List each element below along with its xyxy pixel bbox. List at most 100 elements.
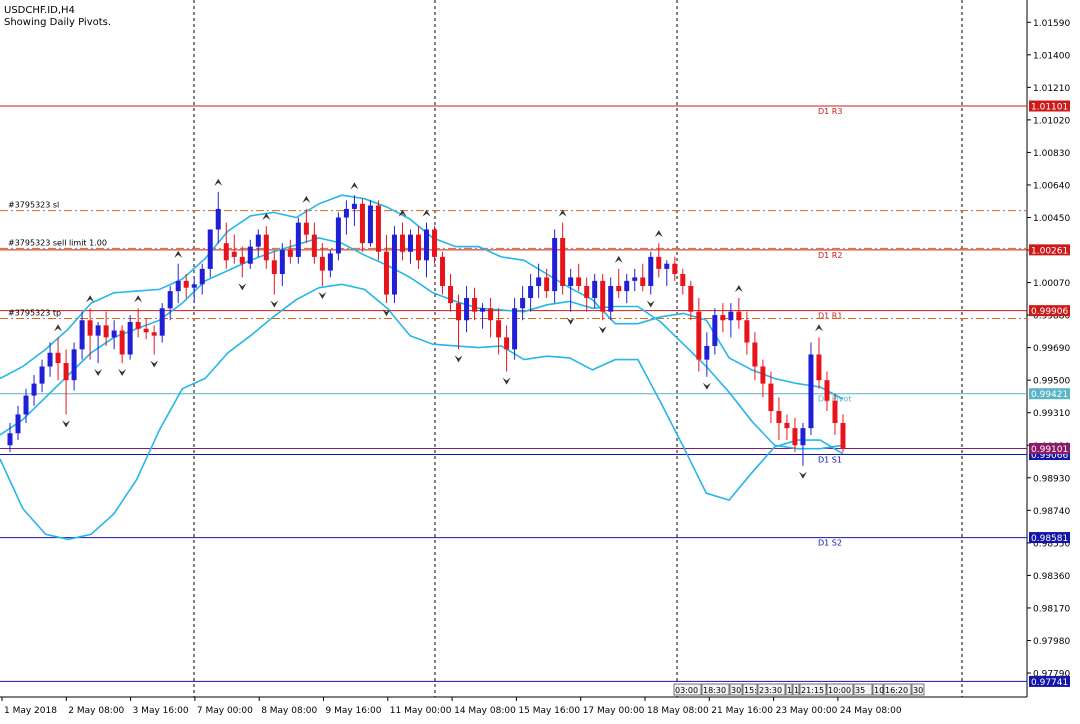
candle[interactable] [391,226,397,304]
candle[interactable] [808,342,814,435]
candle[interactable] [135,308,141,338]
candle[interactable] [359,198,365,252]
candle[interactable] [71,342,77,391]
candle[interactable] [255,229,261,257]
candle[interactable] [415,226,421,269]
candle[interactable] [712,308,718,355]
candle[interactable] [832,393,838,435]
candle[interactable] [472,287,478,321]
candle[interactable] [199,263,205,295]
candle[interactable] [584,277,590,312]
candle[interactable] [688,280,694,321]
candle[interactable] [191,277,197,304]
candle[interactable] [231,234,237,264]
candle[interactable] [664,260,670,286]
candle[interactable] [544,268,550,298]
candle[interactable] [432,226,438,264]
candle[interactable] [608,277,614,321]
candle[interactable] [159,303,165,343]
candle[interactable] [111,320,117,350]
candle[interactable] [239,246,245,278]
candle[interactable] [31,375,37,406]
candle[interactable] [367,200,373,247]
candle[interactable] [351,195,357,227]
candle[interactable] [247,239,253,269]
candle[interactable] [488,297,494,338]
candle[interactable] [440,251,446,295]
candle[interactable] [375,200,381,261]
candle[interactable] [592,274,598,309]
candle[interactable] [552,229,558,304]
candle[interactable] [55,337,61,381]
candle[interactable] [448,274,454,312]
candle[interactable] [800,422,806,466]
candle[interactable] [536,263,542,298]
candle[interactable] [399,222,405,261]
candle[interactable] [23,388,29,423]
candle[interactable] [95,321,101,364]
candle[interactable] [223,222,229,269]
candle[interactable] [143,318,149,340]
candle[interactable] [816,337,822,389]
candle[interactable] [568,268,574,312]
candle[interactable] [560,222,566,295]
candle[interactable] [103,311,109,346]
candle[interactable] [407,229,413,264]
candle[interactable] [744,311,750,355]
candle[interactable] [79,311,85,360]
candle[interactable] [464,285,470,333]
candle[interactable] [319,243,325,286]
candle[interactable] [504,325,510,372]
candle[interactable] [672,256,678,281]
candle[interactable] [704,332,710,377]
candle[interactable] [271,251,277,295]
candle[interactable] [15,405,21,441]
candle[interactable] [824,371,830,412]
candle[interactable] [656,243,662,278]
candle[interactable] [496,308,502,355]
candle[interactable] [648,251,654,295]
candle[interactable] [632,268,638,292]
candle[interactable] [624,274,630,304]
candles-layer[interactable] [7,178,846,479]
candle[interactable] [47,342,53,377]
candle[interactable] [127,315,133,360]
candle[interactable] [215,191,221,244]
candle[interactable] [167,285,173,321]
candle[interactable] [616,268,622,298]
candle[interactable] [736,297,742,329]
candle[interactable] [600,274,606,321]
candle[interactable] [784,414,790,441]
candle[interactable] [7,422,13,453]
candle[interactable] [39,359,45,393]
candle[interactable] [327,250,333,278]
candle[interactable] [680,268,686,295]
candle[interactable] [424,222,429,278]
candle[interactable] [383,234,389,304]
candle[interactable] [720,303,726,333]
time-axis[interactable]: 1 May 2018 2 May 08:00 3 May 16:00 7 May 00… [1,697,902,716]
candle[interactable] [87,308,93,360]
candle[interactable] [263,226,269,269]
candle[interactable] [576,263,582,292]
candle[interactable] [776,397,782,441]
candle[interactable] [768,371,774,423]
candle[interactable] [696,297,702,372]
candle[interactable] [528,274,534,312]
candle[interactable] [760,359,766,398]
candle[interactable] [295,217,301,264]
candle[interactable] [207,229,213,278]
candle[interactable] [279,243,285,286]
candle[interactable] [456,294,462,350]
candle[interactable] [335,212,341,261]
candle[interactable] [311,222,317,264]
candle[interactable] [151,325,157,355]
candle[interactable] [512,297,518,360]
candle[interactable] [640,263,646,292]
candle[interactable] [343,200,349,235]
candle[interactable] [63,349,69,415]
candle[interactable] [303,208,309,244]
candle[interactable] [480,303,486,329]
